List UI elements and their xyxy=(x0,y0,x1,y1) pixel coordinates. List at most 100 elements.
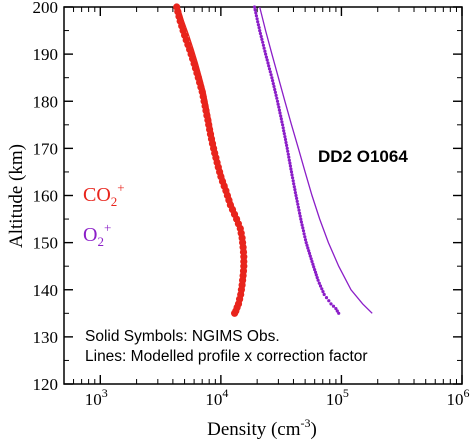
obs-point-1 xyxy=(298,211,302,215)
obs-point-1 xyxy=(268,70,272,74)
y-tick-label: 190 xyxy=(33,45,59,64)
x-tick-label: 104 xyxy=(205,386,228,409)
obs-point-1 xyxy=(263,49,267,53)
obs-point-1 xyxy=(306,246,310,250)
obs-point-1 xyxy=(299,217,303,221)
obs-point-1 xyxy=(286,149,290,153)
obs-point-1 xyxy=(273,87,277,92)
obs-point-1 xyxy=(317,281,321,285)
obs-point-1 xyxy=(272,84,276,89)
obs-point-1 xyxy=(280,120,284,124)
legend-o2-sub: 2 xyxy=(97,234,104,249)
obs-point-1 xyxy=(267,64,271,68)
x-tick-label: 103 xyxy=(85,386,108,409)
legend-co2-name: CO xyxy=(83,184,111,206)
obs-point-1 xyxy=(273,90,277,94)
obs-point-1 xyxy=(308,254,312,258)
legend-co2: CO2+ xyxy=(83,180,125,209)
obs-point-1 xyxy=(281,123,285,127)
obs-point-1 xyxy=(297,208,301,212)
legend-co2-sub: 2 xyxy=(111,194,118,209)
obs-point-1 xyxy=(278,111,282,115)
obs-point-1 xyxy=(264,55,268,59)
obs-point-1 xyxy=(288,161,292,165)
obs-point-1 xyxy=(324,296,329,300)
obs-point-1 xyxy=(289,167,293,171)
obs-point-1 xyxy=(322,292,326,297)
x-axis-title-main: Density (cm xyxy=(207,419,301,440)
x-axis-title-exp: -3 xyxy=(301,416,311,430)
obs-point-1 xyxy=(269,73,273,77)
obs-point-1 xyxy=(285,146,289,150)
panel-label: DD2 O1064 xyxy=(318,147,408,166)
obs-point-1 xyxy=(305,243,309,247)
y-tick-label: 170 xyxy=(33,139,59,158)
obs-point-1 xyxy=(296,202,300,206)
obs-point-1 xyxy=(262,46,266,50)
obs-point-1 xyxy=(334,307,338,311)
obs-point-1 xyxy=(307,251,312,255)
obs-point-1 xyxy=(331,304,336,308)
obs-point-1 xyxy=(307,249,311,253)
obs-point-1 xyxy=(261,40,265,44)
obs-point-1 xyxy=(265,58,269,62)
obs-point-1 xyxy=(294,193,298,198)
obs-point-1 xyxy=(254,11,258,15)
legend-co2-sup: + xyxy=(117,180,124,195)
obs-point-1 xyxy=(327,299,331,303)
x-tick-label-exp: 6 xyxy=(464,386,470,400)
obs-point-1 xyxy=(282,129,286,133)
y-tick-label: 160 xyxy=(33,187,59,206)
x-axis-title: Density (cm-3) xyxy=(207,416,317,440)
obs-point-1 xyxy=(287,158,291,162)
obs-point-1 xyxy=(321,290,325,294)
obs-point-1 xyxy=(281,126,285,130)
obs-point-1 xyxy=(279,114,283,118)
obs-point-1 xyxy=(258,29,262,33)
obs-point-1 xyxy=(253,8,257,12)
obs-point-1 xyxy=(271,79,275,83)
y-tick-label: 200 xyxy=(33,0,59,17)
obs-point-1 xyxy=(311,262,315,266)
obs-point-1 xyxy=(318,284,323,288)
obs-point-1 xyxy=(270,76,274,80)
obs-point-1 xyxy=(290,173,294,177)
obs-point-1 xyxy=(296,205,300,209)
obs-point-1 xyxy=(285,143,289,147)
obs-point-1 xyxy=(277,105,281,109)
series-layer xyxy=(173,3,373,317)
obs-point-1 xyxy=(313,268,317,272)
obs-point-1 xyxy=(291,179,295,183)
obs-point-1 xyxy=(329,302,333,306)
obs-point-1 xyxy=(298,214,302,218)
x-tick-label-base: 10 xyxy=(205,390,222,409)
x-tick-label: 105 xyxy=(326,386,349,409)
series-0 xyxy=(173,3,248,317)
obs-point-1 xyxy=(266,61,270,65)
x-tick-label: 106 xyxy=(447,386,470,409)
obs-point-1 xyxy=(275,96,279,100)
obs-point-1 xyxy=(302,232,306,236)
x-tick-label-base: 10 xyxy=(85,390,102,409)
obs-point-1 xyxy=(256,20,260,24)
x-tick-label-base: 10 xyxy=(447,390,464,409)
x-tick-label-exp: 3 xyxy=(102,386,108,400)
obs-point-1 xyxy=(283,135,287,139)
annotation-lines: Lines: Modelled profile x correction fac… xyxy=(85,348,368,365)
obs-point-1 xyxy=(256,23,260,27)
obs-point-1 xyxy=(274,93,278,97)
obs-point-1 xyxy=(295,196,299,200)
obs-point-1 xyxy=(309,257,313,261)
obs-point-1 xyxy=(264,52,268,56)
obs-point-1 xyxy=(260,37,264,42)
obs-point-1 xyxy=(258,31,262,36)
obs-point-1 xyxy=(335,309,339,313)
obs-point-1 xyxy=(277,108,281,112)
obs-point-1 xyxy=(337,311,341,315)
y-tick-label: 150 xyxy=(33,234,59,253)
obs-point-1 xyxy=(254,14,258,18)
obs-point-1 xyxy=(293,191,297,195)
obs-point-1 xyxy=(303,238,308,242)
obs-point-1 xyxy=(292,182,296,186)
y-tick-label: 130 xyxy=(33,328,59,347)
